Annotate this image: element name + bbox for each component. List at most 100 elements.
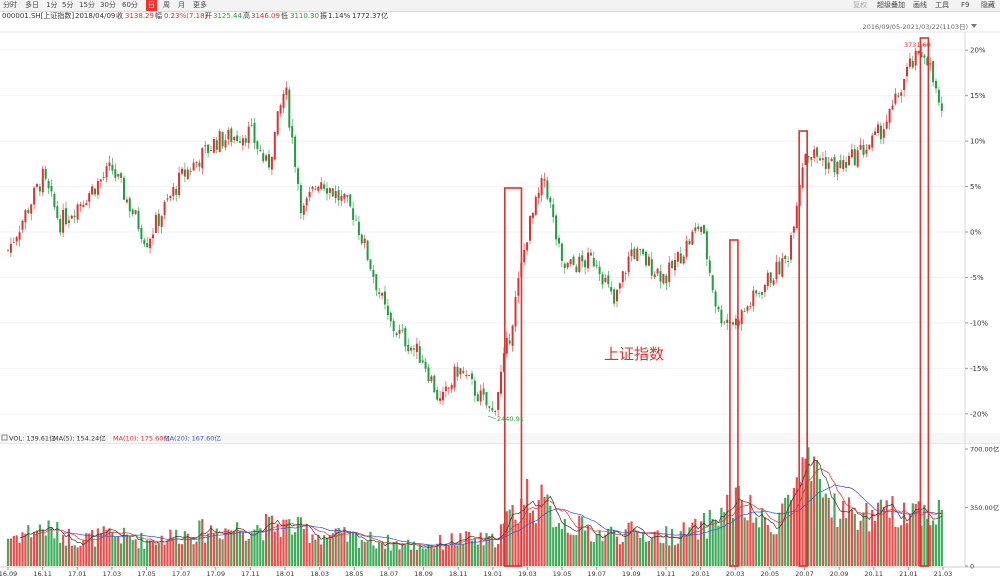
range-dropdown-icon[interactable] [971, 24, 977, 28]
volume-bar-16 [53, 538, 56, 566]
volume-bar-109 [323, 535, 326, 566]
candle-body-245 [717, 306, 720, 310]
candle-body-80 [239, 141, 241, 143]
volume-bar-55 [166, 540, 169, 566]
period-7-button[interactable]: 日 [146, 0, 157, 11]
volume-bar-88 [262, 540, 265, 566]
toolbar-right-0-button[interactable]: 复权 [853, 1, 867, 9]
volume-settings-icon[interactable] [1, 434, 8, 441]
candle-body-7 [27, 209, 30, 213]
candle-body-263 [769, 272, 772, 283]
candle-body-318 [929, 63, 932, 65]
candle-body-121 [357, 221, 360, 236]
period-0-button[interactable]: 分时 [3, 1, 17, 9]
volume-bar-104 [308, 542, 311, 566]
volume-bar-313 [914, 503, 917, 566]
toolbar-right-5-button[interactable]: 隐藏 [981, 1, 995, 9]
price-tick-label-0: 20% [970, 47, 986, 55]
candle-body-58 [175, 188, 178, 195]
volume-bar-82 [244, 540, 247, 566]
candle-body-164 [482, 388, 485, 395]
volume-bar-234 [685, 535, 688, 566]
candle-body-312 [911, 60, 914, 68]
volume-bar-138 [407, 539, 410, 566]
candle-body-257 [752, 290, 755, 307]
candle-body-78 [233, 137, 236, 140]
volume-bar-72 [215, 528, 218, 566]
candle-body-265 [775, 262, 778, 280]
volume-bar-269 [787, 494, 790, 566]
volume-bar-48 [146, 540, 149, 566]
candle-body-207 [607, 275, 610, 285]
volume-bar-288 [842, 500, 845, 566]
period-8-button[interactable]: 周 [163, 1, 170, 9]
toolbar-right-2-button[interactable]: 画线 [913, 1, 927, 9]
candle-body-127 [375, 274, 378, 291]
candle-body-20 [65, 208, 67, 225]
volume-bar-279 [816, 460, 819, 566]
period-6-button[interactable]: 60分 [122, 1, 138, 9]
candle-body-1 [9, 243, 12, 253]
period-2-button[interactable]: 1分 [46, 1, 58, 9]
max-price-label: 3731.69 [904, 41, 931, 49]
volume-bar-300 [876, 502, 880, 566]
volume-bar-225 [659, 542, 662, 566]
candle-body-301 [879, 125, 882, 140]
candle-body-200 [587, 252, 589, 269]
volume-bar-140 [412, 541, 416, 566]
volume-bar-17 [56, 521, 59, 566]
candle-body-221 [647, 256, 650, 266]
volume-bars-group [6, 447, 943, 566]
volume-bar-57 [172, 538, 175, 566]
candle-body-100 [297, 168, 299, 185]
period-5-button[interactable]: 30分 [100, 1, 116, 9]
volume-bar-224 [656, 530, 659, 566]
period-9-button[interactable]: 月 [178, 1, 185, 9]
period-10-button[interactable]: 更多 [193, 1, 207, 9]
volume-bar-137 [404, 543, 407, 566]
candle-body-287 [839, 160, 842, 169]
toolbar-right-4-button[interactable]: F9 [961, 1, 970, 9]
candle-body-36 [111, 164, 114, 171]
period-1-button[interactable]: 多日 [25, 1, 39, 9]
volume-bar-133 [392, 541, 395, 566]
volume-bar-112 [331, 533, 334, 566]
candle-body-242 [708, 260, 711, 273]
period-3-button[interactable]: 5分 [62, 1, 74, 9]
candle-body-216 [633, 248, 636, 259]
candle-body-73 [218, 131, 221, 152]
period-4-button[interactable]: 15分 [79, 1, 95, 9]
volume-bar-196 [575, 535, 578, 566]
x-tick-label-16: 19.05 [553, 570, 572, 578]
candle-body-62 [186, 169, 189, 179]
candle-body-302 [882, 129, 885, 138]
volume-bar-79 [236, 522, 239, 566]
volume-bar-221 [647, 541, 650, 566]
close-label: 收 [116, 12, 123, 20]
volume-bar-23 [73, 545, 76, 566]
volume-bar-322 [940, 510, 943, 566]
candle-body-300 [877, 124, 879, 133]
candle-body-141 [415, 343, 418, 353]
volume-bar-255 [746, 520, 749, 566]
toolbar-right-1-button[interactable]: 超级叠加 [877, 1, 905, 9]
volume-bar-98 [291, 534, 294, 566]
toolbar-right-3-button[interactable]: 工具 [935, 1, 949, 9]
volume-bar-283 [827, 498, 830, 566]
candle-body-203 [595, 264, 598, 266]
volume-bar-320 [934, 524, 938, 566]
volume-bar-253 [740, 500, 743, 566]
chart-caption: 上证指数 [604, 345, 665, 363]
candle-body-254 [743, 311, 746, 312]
volume-bar-256 [749, 495, 752, 566]
candle-body-130 [384, 291, 386, 305]
candle-body-27 [85, 203, 88, 206]
volume-bar-168 [494, 547, 497, 566]
candle-body-290 [848, 155, 850, 166]
candle-body-277 [810, 157, 813, 160]
volume-bar-258 [755, 517, 758, 566]
volume-bar-275 [804, 458, 807, 566]
candles-group [7, 45, 943, 417]
candle-body-133 [392, 320, 395, 332]
candle-body-0 [7, 249, 9, 251]
